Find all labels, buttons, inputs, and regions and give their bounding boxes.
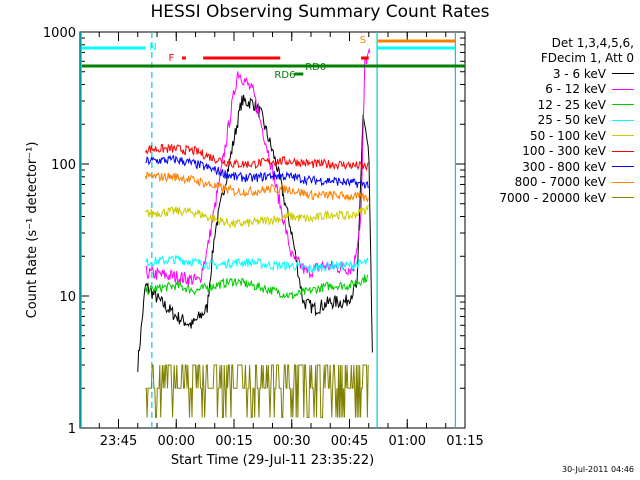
legend-swatch: [612, 181, 634, 183]
legend-header-line-1: Det 1,3,4,5,6,: [551, 36, 634, 50]
legend-swatch: [612, 104, 634, 106]
series-line: [137, 94, 373, 372]
series-line: [145, 254, 369, 274]
legend-header: Det 1,3,4,5,6, FDecim 1, Att 0: [468, 36, 634, 66]
legend-swatch: [612, 166, 634, 168]
flag-marker-label: RD0: [305, 62, 326, 73]
y-axis-label: Count Rate (s⁻¹ detector⁻¹): [25, 142, 40, 319]
legend-entry: 25 - 50 keV: [468, 113, 634, 129]
legend-entry-label: 3 - 6 keV: [552, 66, 606, 81]
legend-entry-label: 300 - 800 keV: [522, 159, 606, 174]
legend-entry-label: 25 - 50 keV: [537, 113, 606, 128]
x-tick-label: 00:15: [215, 434, 252, 449]
series-line: [145, 204, 369, 229]
legend-entry: 3 - 6 keV: [468, 66, 634, 82]
y-tick-label: 1: [68, 422, 76, 437]
legend-entry-label: 6 - 12 keV: [545, 82, 606, 97]
series-line: [145, 364, 369, 418]
flag-marker-label: S: [360, 35, 366, 46]
flag-marker-label: F: [169, 53, 175, 64]
y-tick-label: 100: [51, 158, 76, 173]
legend-swatch: [612, 73, 634, 75]
flag-marker-label: RD6: [274, 70, 295, 81]
legend-entry: 7000 - 20000 keV: [468, 190, 634, 206]
legend-swatch: [612, 150, 634, 152]
legend-entry: 300 - 800 keV: [468, 159, 634, 175]
legend-entry: 12 - 25 keV: [468, 97, 634, 113]
flag-marker-label: N: [149, 42, 156, 53]
x-tick-label: 00:30: [273, 434, 310, 449]
y-tick-label: 1000: [43, 26, 76, 41]
legend-entry-label: 100 - 300 keV: [522, 144, 606, 159]
legend: Det 1,3,4,5,6, FDecim 1, Att 0 3 - 6 keV…: [468, 36, 634, 206]
legend-entry-label: 12 - 25 keV: [537, 97, 606, 112]
y-tick-label: 10: [59, 290, 76, 305]
legend-swatch: [612, 119, 634, 121]
x-tick-label: 00:00: [158, 434, 195, 449]
chart-title: HESSI Observing Summary Count Rates: [150, 2, 490, 22]
legend-entry: 100 - 300 keV: [468, 144, 634, 160]
series-line: [144, 171, 369, 203]
x-tick-label: 01:00: [389, 434, 426, 449]
series-line: [145, 154, 369, 189]
legend-entry-label: 50 - 100 keV: [529, 128, 606, 143]
legend-swatch: [612, 88, 634, 90]
legend-entry: 800 - 7000 keV: [468, 175, 634, 191]
x-axis-label: Start Time (29-Jul-11 23:35:22): [170, 453, 375, 468]
series-line: [144, 143, 369, 172]
legend-entry: 50 - 100 keV: [468, 128, 634, 144]
legend-swatch: [612, 197, 634, 199]
series-line: [145, 47, 371, 286]
legend-swatch: [612, 135, 634, 137]
x-tick-label: 01:15: [446, 434, 483, 449]
legend-header-line-2: FDecim 1, Att 0: [540, 51, 634, 65]
legend-entry-label: 800 - 7000 keV: [514, 175, 606, 190]
series-line: [144, 274, 369, 300]
generation-timestamp: 30-Jul-2011 04:46: [561, 465, 634, 474]
x-tick-label: 23:45: [100, 434, 137, 449]
legend-entry: 6 - 12 keV: [468, 82, 634, 98]
x-tick-label: 00:45: [331, 434, 368, 449]
legend-entry-label: 7000 - 20000 keV: [499, 190, 606, 205]
